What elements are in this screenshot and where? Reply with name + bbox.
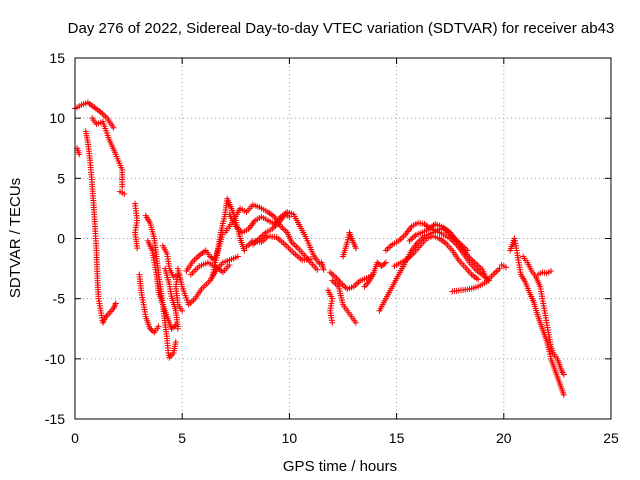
- data-track: [406, 221, 471, 254]
- data-point: [110, 124, 117, 131]
- axis-ticks: 0 5 10 15 20 25 -15 -10 -5 0 5 10 15: [45, 50, 619, 446]
- data-point: [314, 266, 321, 273]
- y-tick-label: -10: [45, 351, 65, 367]
- data-point: [381, 260, 388, 267]
- data-point: [464, 247, 471, 254]
- x-tick-label: 20: [496, 430, 512, 446]
- data-track: [136, 271, 162, 336]
- data-points: [72, 99, 567, 398]
- y-tick-label: -15: [45, 411, 65, 427]
- y-tick-label: 15: [49, 50, 65, 66]
- y-tick-label: 5: [57, 170, 65, 186]
- data-track: [243, 233, 314, 264]
- y-tick-label: -5: [53, 291, 66, 307]
- data-track: [535, 267, 554, 278]
- data-track: [117, 188, 128, 197]
- series-sdtvar: [72, 99, 567, 398]
- data-point: [76, 151, 83, 158]
- data-point: [226, 261, 233, 268]
- data-track: [329, 277, 359, 326]
- data-point: [174, 325, 181, 332]
- data-track: [82, 128, 119, 326]
- data-point: [155, 323, 162, 330]
- data-point: [329, 319, 336, 326]
- data-track: [318, 259, 327, 273]
- data-track: [449, 265, 503, 295]
- x-axis-label: GPS time / hours: [283, 458, 397, 475]
- y-axis-label: SDTVAR / TECUs: [7, 178, 24, 298]
- x-tick-label: 10: [282, 430, 298, 446]
- data-track: [520, 253, 567, 378]
- data-point: [382, 259, 389, 266]
- data-track: [361, 259, 389, 290]
- data-point: [179, 307, 186, 314]
- data-point: [119, 183, 126, 190]
- data-point: [496, 265, 503, 272]
- data-track: [340, 229, 359, 260]
- data-point: [134, 245, 141, 252]
- data-point: [112, 300, 119, 307]
- data-track: [507, 235, 567, 398]
- data-point: [352, 319, 359, 326]
- data-track: [162, 265, 181, 332]
- data-track: [89, 115, 126, 190]
- data-track: [324, 287, 336, 326]
- y-tick-label: 10: [49, 110, 65, 126]
- gridlines: [75, 58, 611, 419]
- data-point: [320, 266, 327, 273]
- data-point: [149, 328, 156, 335]
- data-point: [307, 255, 314, 262]
- data-track: [132, 200, 141, 252]
- x-tick-label: 15: [389, 430, 405, 446]
- data-point: [560, 371, 567, 378]
- data-point: [286, 213, 293, 220]
- x-tick-label: 0: [71, 430, 79, 446]
- data-point: [121, 190, 128, 197]
- data-track: [144, 237, 179, 332]
- data-point: [475, 276, 482, 283]
- data-point: [241, 247, 248, 254]
- data-point: [172, 338, 179, 345]
- data-point: [547, 267, 554, 274]
- x-tick-label: 25: [603, 430, 619, 446]
- data-track: [498, 261, 509, 271]
- data-point: [560, 391, 567, 398]
- data-track: [72, 99, 117, 131]
- data-point: [502, 264, 509, 271]
- x-tick-label: 5: [178, 430, 186, 446]
- data-track: [391, 233, 482, 283]
- chart-title: Day 276 of 2022, Sidereal Day-to-day VTE…: [68, 20, 615, 37]
- y-tick-label: 0: [57, 231, 65, 247]
- data-point: [234, 253, 241, 260]
- data-point: [352, 245, 359, 252]
